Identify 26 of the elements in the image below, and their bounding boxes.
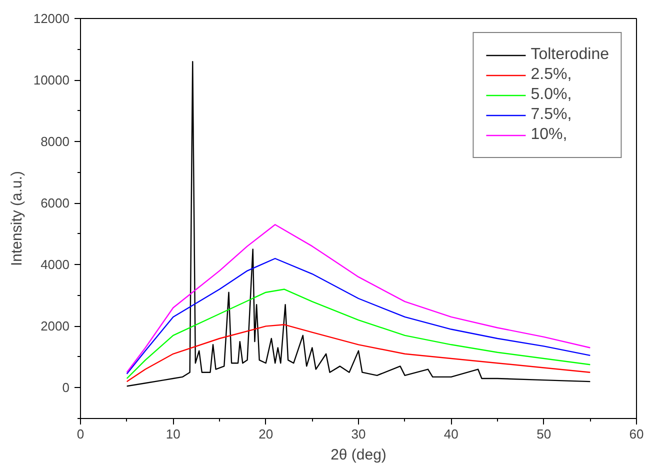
x-axis-title: 2θ (deg): [330, 446, 386, 464]
line-series: [126, 324, 591, 382]
x-tick-label: 60: [629, 426, 644, 442]
legend-label: 10%,: [530, 126, 568, 144]
legend-label: 5.0%,: [530, 86, 572, 104]
y-tick-label: 0: [62, 380, 70, 396]
y-tick-label: 2000: [40, 318, 70, 334]
x-tick-label: 50: [536, 426, 552, 442]
y-tick-label: 10000: [33, 72, 70, 88]
line-series: [126, 288, 591, 380]
x-tick-label: 20: [258, 426, 274, 442]
line-series: [126, 224, 591, 373]
y-tick-label: 4000: [40, 257, 70, 272]
line-series: [126, 258, 591, 374]
x-tick-label: 10: [166, 426, 180, 442]
y-tick-label: 8000: [40, 134, 70, 150]
legend-label: 7.5%,: [530, 106, 572, 124]
x-tick-label: 0: [76, 426, 84, 442]
y-axis-title: Intensity (a.u.): [8, 170, 26, 266]
line-series: [126, 60, 591, 387]
x-tick-label: 40: [444, 426, 458, 442]
y-tick-label: 12000: [33, 11, 70, 26]
x-tick-label: 30: [351, 426, 366, 442]
legend-label: 2.5%,: [530, 66, 572, 84]
legend-label: Tolterodine: [530, 46, 609, 64]
y-tick-label: 6000: [40, 196, 70, 211]
